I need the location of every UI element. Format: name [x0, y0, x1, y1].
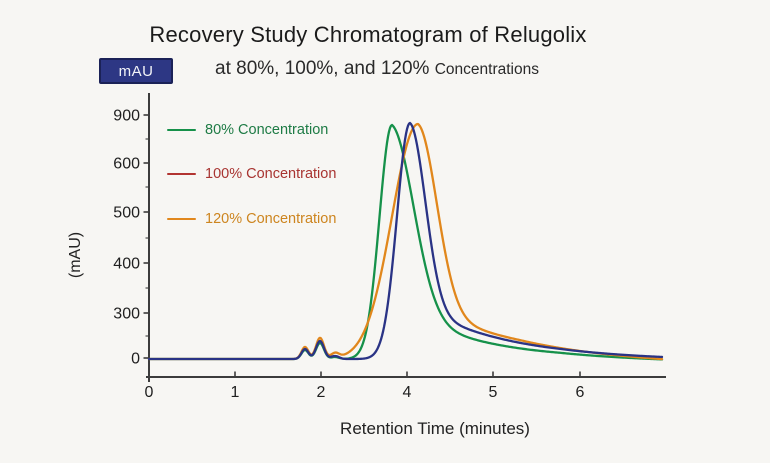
legend-label: 100% Concentration	[205, 166, 337, 182]
legend-label: 120% Concentration	[205, 211, 337, 227]
legend-line-swatch	[167, 129, 196, 131]
curve-80pct	[147, 123, 664, 361]
legend-item-0: 80% Concentration	[167, 122, 328, 138]
mau-unit-badge-label: mAU	[118, 62, 154, 80]
chart-subtitle-main: at 80%, 100%, and 120%	[215, 58, 435, 79]
legend-line-swatch	[167, 218, 196, 220]
curve-100pct	[147, 121, 664, 361]
x-tick-label: 1	[231, 384, 240, 401]
mau-unit-badge: mAU	[99, 58, 173, 84]
legend-line-swatch	[167, 173, 196, 175]
x-tick-label: 5	[489, 384, 498, 401]
legend-label: 80% Concentration	[205, 122, 329, 138]
y-tick-label: 600	[113, 156, 140, 173]
chart-subtitle: at 80%, 100%, and 120% Concentrations	[0, 58, 770, 80]
x-tick-label: 6	[576, 384, 585, 401]
x-axis-title: Retention Time (minutes)	[340, 419, 530, 438]
y-tick-label: 900	[113, 108, 140, 125]
y-tick-label: 0	[131, 351, 140, 368]
chart-subtitle-small: Concentrations	[434, 61, 539, 78]
x-tick-label: 2	[317, 384, 326, 401]
legend-item-1: 100% Concentration	[167, 166, 336, 182]
y-tick-label: 500	[113, 205, 140, 222]
y-tick-label: 400	[113, 256, 140, 273]
curve-120pct	[147, 122, 664, 361]
legend-item-2: 120% Concentration	[167, 211, 336, 227]
x-tick-label: 4	[403, 384, 412, 401]
x-tick-label: 0	[145, 384, 154, 401]
y-tick-label: 300	[113, 306, 140, 323]
chart-title: Recovery Study Chromatogram of Relugolix	[149, 22, 587, 47]
